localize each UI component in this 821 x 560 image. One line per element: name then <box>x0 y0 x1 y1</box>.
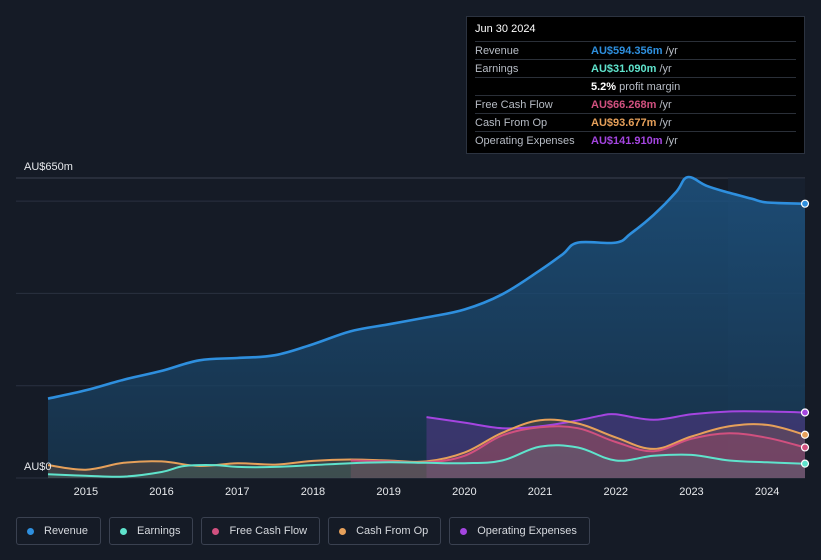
earnings-end-marker <box>800 459 810 468</box>
legend-label: Earnings <box>137 525 181 537</box>
legend-item-earnings[interactable]: Earnings <box>109 517 194 545</box>
legend-label: Free Cash Flow <box>229 525 308 537</box>
cash-from-op-end-marker <box>800 430 810 439</box>
legend-item-revenue[interactable]: Revenue <box>16 517 102 545</box>
legend-dot-icon <box>460 527 468 535</box>
tooltip-row-value: 5.2% <box>591 80 617 93</box>
operating-expenses-area <box>426 411 805 478</box>
area-layer <box>48 176 805 479</box>
end-markers <box>800 199 810 468</box>
tooltip-date: Jun 30 2024 <box>475 23 536 35</box>
tooltip-row: Revenue AU$594.356m/yr <box>475 41 796 59</box>
tooltip: Jun 30 2024 Revenue AU$594.356m/yr Earning… <box>466 16 805 154</box>
legend-label: Revenue <box>44 525 89 537</box>
tooltip-row-value: AU$66.268m <box>591 98 657 111</box>
tooltip-row: 5.2% profit margin <box>475 77 796 95</box>
legend-dot-icon <box>339 527 347 535</box>
legend: Revenue Earnings Free Cash Flow Cash From O… <box>16 517 590 545</box>
revenue-line <box>47 175 806 400</box>
tooltip-row-unit: profit margin <box>619 80 681 93</box>
tooltip-row: Earnings AU$31.090m/yr <box>475 59 796 77</box>
earnings-area <box>48 445 805 478</box>
legend-dot-icon <box>27 527 34 535</box>
tooltip-row-label: Earnings <box>475 62 519 75</box>
x-tick-label: 2021 <box>528 486 552 498</box>
tooltip-row-unit: /yr <box>659 116 672 129</box>
tooltip-row-unit: /yr <box>659 62 672 75</box>
y-axis-bottom-label: AU$0 <box>24 461 52 473</box>
tooltip-row-label: Revenue <box>475 44 520 57</box>
tooltip-row-label: Free Cash Flow <box>475 98 553 111</box>
operating-expenses-end-marker <box>800 408 810 417</box>
x-tick-label: 2017 <box>225 486 249 498</box>
revenue-area <box>48 176 805 479</box>
x-tick-label: 2020 <box>452 486 476 498</box>
legend-item-free-cash-flow[interactable]: Free Cash Flow <box>201 517 321 545</box>
tooltip-row-value: AU$594.356m <box>591 44 663 57</box>
tooltip-row-value: AU$93.677m <box>591 116 657 129</box>
legend-dot-icon <box>212 527 220 535</box>
x-axis-ticks: 2015 2016 2017 2018 2019 2020 2021 2022 2023 2024 <box>74 486 780 498</box>
x-tick-label: 2019 <box>376 486 400 498</box>
y-axis-top-label: AU$650m <box>24 161 73 173</box>
x-tick-label: 2024 <box>755 486 779 498</box>
tooltip-row: Cash From Op AU$93.677m/yr <box>475 113 796 131</box>
legend-dot-icon <box>120 527 128 535</box>
x-tick-label: 2022 <box>604 486 628 498</box>
tooltip-row-label: Operating Expenses <box>475 134 575 147</box>
x-tick-label: 2015 <box>74 486 98 498</box>
earnings-line <box>47 444 806 478</box>
tooltip-row-unit: /yr <box>665 134 678 147</box>
tooltip-row: Free Cash Flow AU$66.268m/yr <box>475 95 796 113</box>
operating-expenses-line <box>426 410 806 430</box>
x-tick-label: 2018 <box>301 486 325 498</box>
tooltip-row-unit: /yr <box>665 44 678 57</box>
tooltip-rows: Revenue AU$594.356m/yr Earnings AU$31.090m /… <box>475 41 796 149</box>
tooltip-row-label: Cash From Op <box>475 116 548 129</box>
revenue-end-marker <box>800 199 810 208</box>
x-tick-label: 2023 <box>679 486 703 498</box>
tooltip-row-value: AU$141.910m <box>591 134 663 147</box>
legend-label: Operating Expenses <box>477 525 577 537</box>
free-cash-flow-end-marker <box>800 443 810 452</box>
x-tick-label: 2016 <box>149 486 173 498</box>
tooltip-row: Operating Expenses AU$141.910m/yr <box>475 131 796 149</box>
tooltip-row-value: AU$31.090m <box>591 62 657 75</box>
legend-item-operating-expenses[interactable]: Operating Expenses <box>449 517 590 545</box>
tooltip-row-unit: /yr <box>659 98 672 111</box>
line-layer <box>47 175 806 478</box>
legend-item-cash-from-op[interactable]: Cash From Op <box>328 517 442 545</box>
legend-label: Cash From Op <box>356 525 429 537</box>
